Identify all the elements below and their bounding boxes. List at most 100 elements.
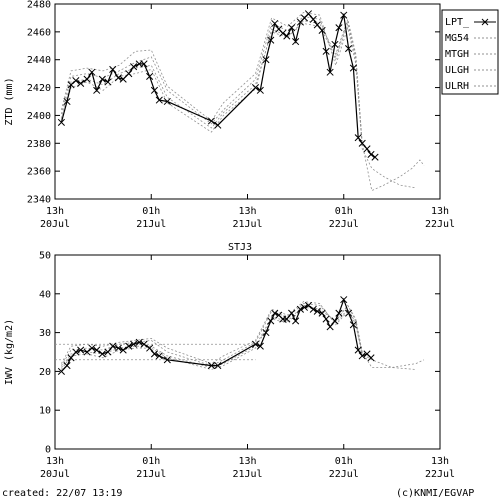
data-point [296,305,304,313]
data-point [83,348,91,356]
series-line-mg54 [61,304,425,368]
ztd-x-ticks: 13h 20Jul 01h 21Jul 13h 21Jul 01h 22Jul 13h 22Jul [40,4,455,230]
y-tick-label: 50 [39,251,51,262]
x-tick-label-date: 21Jul [136,469,166,480]
data-point [135,338,143,346]
data-point [63,97,71,106]
data-point [349,64,357,72]
data-point [300,303,309,311]
data-point [207,117,215,125]
data-point [322,47,330,55]
series-line-lpt [60,12,376,158]
data-point [309,15,317,23]
data-point [125,70,133,78]
data-point [140,340,148,348]
data-point [214,121,222,129]
y-tick-label: 2380 [27,139,51,150]
x-tick-label-time: 13h [431,206,449,217]
data-point [349,321,357,329]
data-point [214,362,222,370]
y-tick-label: 2340 [27,195,51,206]
data-point [130,340,138,348]
y-tick-label: 20 [39,367,51,378]
legend-label: MTGH [445,49,469,60]
data-point [251,84,260,92]
data-point [67,354,75,362]
data-point [292,317,300,325]
data-point [322,315,330,323]
data-point [331,317,339,325]
series-line-mg54 [61,17,425,192]
series-line-ulgh [61,301,363,365]
data-point [335,24,343,32]
data-point [57,118,65,126]
y-tick-label: 2440 [27,55,51,66]
legend-label: MG54 [445,33,469,44]
x-tick-label-date: 22Jul [329,469,359,480]
x-tick-label-date: 20Jul [40,469,70,480]
data-point [83,75,91,83]
data-point [119,75,127,83]
y-tick-label: 2460 [27,27,51,38]
data-point [140,60,148,68]
data-point [313,307,321,315]
data-point [109,65,117,74]
x-tick-label-time: 13h [238,456,256,467]
data-point [271,19,279,28]
data-point [155,96,163,104]
data-point [292,38,300,46]
data-point [163,97,171,106]
data-point [304,301,313,309]
data-point [98,350,106,358]
data-point [331,40,339,48]
data-point [345,45,353,53]
data-point [271,309,279,317]
data-point [326,323,334,331]
data-point [72,77,80,85]
data-point [150,350,159,358]
data-point [267,36,275,44]
data-point [345,309,353,317]
data-point [279,29,287,37]
data-point [77,346,85,354]
data-point [309,305,317,313]
created-timestamp: created: 22/07 13:19 [2,488,123,499]
data-point [371,153,379,161]
x-tick-label-time: 01h [335,456,353,467]
x-tick-label-date: 22Jul [329,219,359,230]
data-point [340,11,348,19]
ztd-plot-frame [54,3,441,200]
data-point [150,86,159,94]
data-point [335,309,343,317]
x-tick-label-date: 22Jul [425,219,455,230]
data-point [267,317,275,325]
legend-box [441,9,499,95]
x-tick-label-time: 01h [142,206,160,217]
data-point [57,367,65,375]
legend-label: ULRH [445,81,469,92]
y-tick-label: 40 [39,289,51,300]
x-tick-label-time: 01h [142,456,160,467]
data-point [114,74,122,82]
data-point [288,309,296,317]
data-point [354,346,362,354]
data-point [109,342,117,350]
x-tick-label-time: 13h [46,456,64,467]
series-line-mtgh [61,16,416,189]
data-point [146,72,154,80]
data-point [146,344,154,352]
data-point [288,24,296,32]
ztd-panel: 2340 2360 2380 2400 2420 2440 2460 2480 13h 20Ju… [4,0,499,230]
iwv-x-ticks: 13h 20Jul 01h 21Jul 13h 21Jul 01h 22Jul 13h 22Jul [40,255,455,480]
data-point [125,342,133,350]
legend-label: LPT_ [445,17,470,28]
x-tick-label-time: 13h [46,206,64,217]
data-point [251,340,260,348]
data-point [63,362,71,370]
station-name: STJ3 [228,242,252,253]
data-point [77,79,85,87]
data-point [358,139,366,147]
x-tick-label-date: 22Jul [425,469,455,480]
x-tick-label-time: 01h [335,206,353,217]
